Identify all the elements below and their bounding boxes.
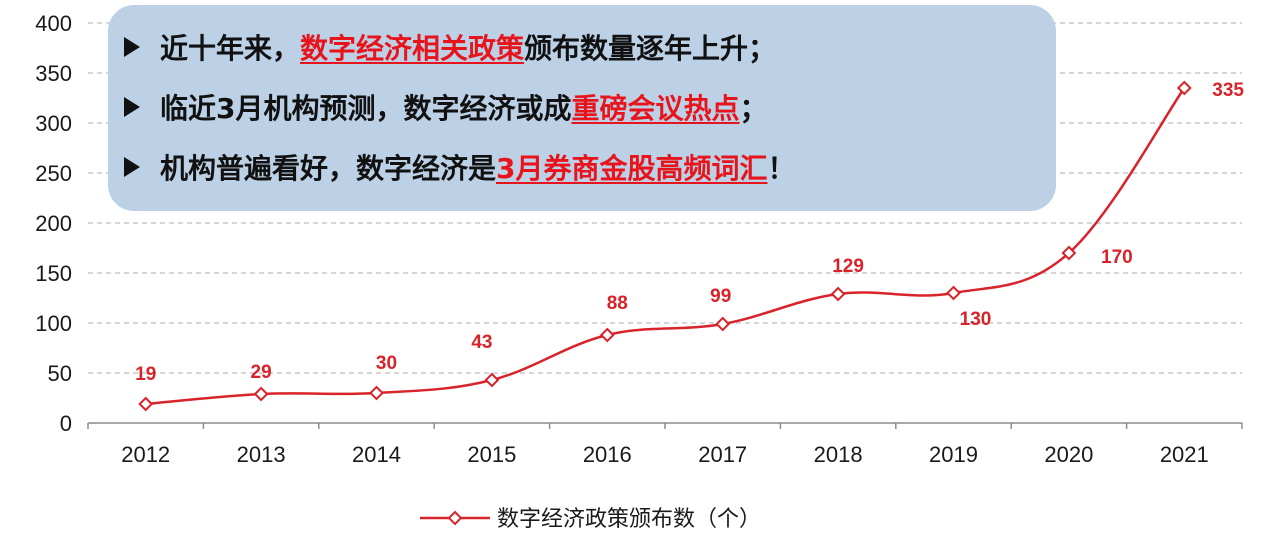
legend-label: 数字经济政策颁布数（个） [497,507,761,532]
x-tick-label-2013: 2013 [237,442,286,467]
series-markers [138,80,1192,412]
callout-line-2-highlight: 重磅会议热点 [571,92,740,125]
x-tick-label-2020: 2020 [1044,442,1093,467]
data-point-2013 [253,386,269,402]
x-tick-label-2017: 2017 [698,442,747,467]
chart-legend: 数字经济政策颁布数（个） [420,507,761,532]
data-point-2014 [369,385,384,401]
callout-line-1-highlight: 数字经济相关政策 [300,32,525,65]
data-point-2018 [830,286,846,302]
data-point-2021 [1176,80,1192,96]
y-tick-label-350: 350 [35,61,72,86]
data-label-2018: 129 [832,256,864,277]
key-points-callout: 近十年来， 数字经济相关政策 颁布数量逐年上升； 临近3月机构预测，数字经济或成 重磅… [108,5,1056,211]
bullet-arrow-icon [124,157,140,177]
data-point-2016 [599,327,615,343]
data-label-2012: 19 [135,364,156,385]
y-tick-label-150: 150 [35,261,72,286]
data-label-2017: 99 [710,286,731,307]
callout-line-1-end: 颁布数量逐年上升； [524,32,777,65]
x-tick-label-2016: 2016 [583,442,632,467]
x-tick-label-2019: 2019 [929,442,978,467]
data-label-2016: 88 [607,293,628,314]
data-label-2019: 130 [960,309,992,330]
data-label-2020: 170 [1101,247,1133,268]
x-tick-label-2014: 2014 [352,442,401,467]
data-label-2015: 43 [471,332,492,353]
x-tick-label-2015: 2015 [467,442,516,467]
series-line [145,87,1186,406]
data-point-2012 [138,396,154,412]
callout-line-1: 近十年来， 数字经济相关政策 颁布数量逐年上升； [124,17,1056,77]
y-axis-tick-labels: 0 50 100 150 200 250 300 350 400 [35,11,72,436]
callout-line-2-end: ； [739,92,768,125]
callout-line-3: 机构普遍看好，数字经济是 3月券商金股高频词汇！ [124,137,1056,197]
data-point-2015 [484,372,500,388]
y-tick-label-200: 200 [35,211,72,236]
data-point-2020 [1061,245,1077,261]
y-tick-label-300: 300 [35,111,72,136]
data-labels: 19 29 30 43 88 99 129 130 170 335 [135,80,1244,385]
data-label-2021: 335 [1212,80,1244,101]
x-tick-label-2021: 2021 [1160,442,1209,467]
data-point-2019 [946,285,961,301]
data-point-2017 [715,316,731,332]
y-tick-label-400: 400 [35,11,72,36]
callout-line-3-highlight: 3月券商金股高频词汇 [496,152,768,185]
callout-line-3-end: ！ [767,152,796,185]
callout-line-3-text: 机构普遍看好，数字经济是 [160,152,497,185]
x-tick-label-2018: 2018 [814,442,863,467]
data-label-2014: 30 [376,353,397,374]
bullet-arrow-icon [124,97,140,117]
callout-line-2: 临近3月机构预测，数字经济或成 重磅会议热点； [124,77,1056,137]
y-tick-label-50: 50 [48,361,72,386]
bullet-arrow-icon [124,37,140,57]
data-label-2013: 29 [251,362,272,383]
x-tick-label-2012: 2012 [121,442,170,467]
y-tick-label-100: 100 [35,311,72,336]
x-axis-ticks: 2012 2013 2014 2015 2016 2017 2018 2019 2020 2021 [87,423,1243,467]
callout-line-1-text: 近十年来， [160,32,301,65]
y-tick-label-0: 0 [60,411,72,436]
legend-diamond-marker [447,510,463,526]
callout-line-2-text: 临近3月机构预测，数字经济或成 [160,92,572,125]
y-tick-label-250: 250 [35,161,72,186]
